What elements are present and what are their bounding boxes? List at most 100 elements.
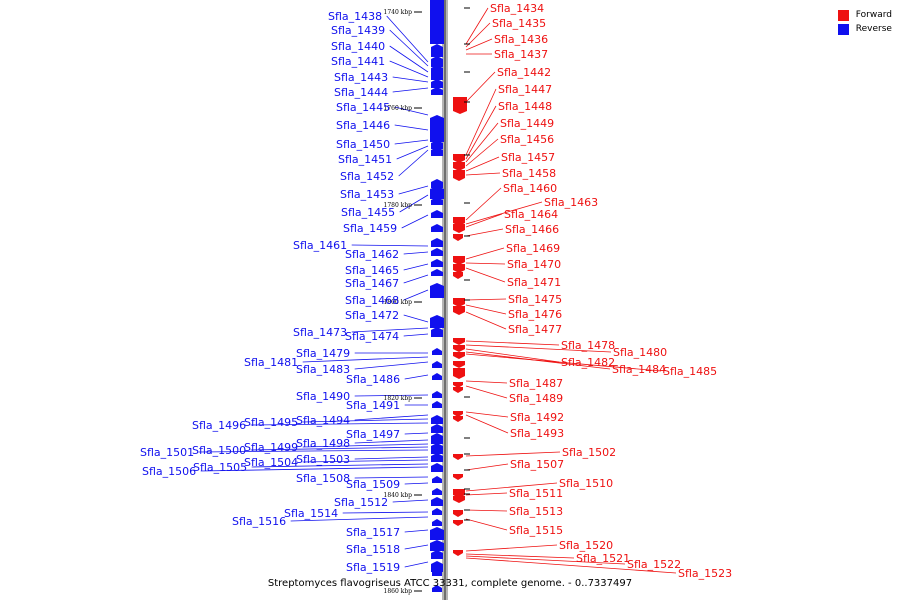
forward-gene-leader	[465, 340, 560, 346]
kbp-tick-label: 1760 kbp	[384, 105, 413, 112]
genome-caption: Streptomyces flavogriseus ATCC 33331, co…	[267, 578, 633, 589]
reverse-gene-arrowhead	[431, 147, 443, 150]
forward-gene-leader	[465, 71, 496, 103]
reverse-gene-arrowhead	[431, 87, 443, 90]
forward-gene-leader	[465, 105, 497, 160]
reverse-gene-leader	[403, 263, 429, 271]
forward-gene-arrowhead	[453, 262, 465, 265]
reverse-gene-arrowhead	[431, 224, 443, 227]
reverse-gene-label: Sfla_1444	[334, 86, 388, 99]
reverse-gene-arrowhead	[431, 56, 443, 59]
forward-gene-label: Sfla_1493	[510, 427, 564, 440]
forward-gene-leader	[465, 380, 508, 384]
forward-gene-arrowhead	[453, 276, 463, 279]
reverse-gene-feature	[432, 351, 442, 355]
reverse-gene-label: Sfla_1509	[346, 478, 400, 491]
reverse-gene-leader	[302, 459, 429, 463]
legend-label-reverse: Reverse	[855, 24, 892, 34]
reverse-gene-leader	[389, 29, 429, 67]
reverse-gene-arrowhead	[430, 115, 444, 118]
forward-gene-leader	[465, 385, 508, 399]
reverse-gene-label: Sfla_1467	[345, 277, 399, 290]
reverse-gene-feature	[430, 286, 444, 298]
reverse-gene-arrowhead	[432, 508, 442, 511]
forward-gene-arrowhead	[453, 390, 463, 393]
reverse-gene-label: Sfla_1508	[296, 472, 350, 485]
reverse-gene-feature	[431, 251, 443, 256]
reverse-gene-leader	[351, 244, 429, 247]
genome-backbone	[442, 0, 448, 600]
reverse-gene-label: Sfla_1486	[346, 373, 400, 386]
reverse-gene-feature	[432, 572, 442, 576]
reverse-gene-feature	[431, 241, 443, 247]
forward-gene-leader	[465, 353, 662, 372]
reverse-gene-leader	[404, 482, 429, 485]
reverse-gene-feature	[431, 82, 443, 88]
forward-gene-feature	[453, 272, 463, 276]
forward-gene-arrowhead	[453, 356, 465, 359]
forward-gene-label: Sfla_1513	[509, 505, 563, 518]
reverse-gene-leader	[354, 361, 429, 370]
forward-gene-leader	[465, 138, 499, 167]
reverse-gene-feature	[431, 564, 443, 572]
gene-features	[430, 0, 470, 592]
forward-gene-arrowhead	[453, 500, 465, 503]
reverse-gene-label: Sfla_1501	[140, 446, 194, 459]
forward-gene-label: Sfla_1464	[504, 208, 558, 221]
forward-gene-label: Sfla_1489	[509, 392, 563, 405]
forward-gene-label: Sfla_1502	[562, 446, 616, 459]
label-leader-lines	[198, 7, 677, 574]
reverse-gene-feature	[431, 446, 443, 454]
reverse-gene-label: Sfla_1452	[340, 170, 394, 183]
reverse-gene-leader	[354, 414, 429, 421]
forward-gene-feature	[453, 387, 463, 390]
reverse-gene-leader	[403, 251, 429, 255]
forward-gene-leader	[465, 304, 507, 315]
reverse-gene-arrowhead	[431, 327, 443, 330]
reverse-gene-feature	[431, 47, 443, 57]
forward-gene-label: Sfla_1484	[612, 363, 666, 376]
forward-gene-leader	[465, 247, 505, 260]
forward-gene-arrowhead	[453, 457, 463, 460]
reverse-gene-feature	[432, 491, 442, 495]
forward-gene-arrowhead	[453, 385, 463, 388]
forward-gene-label: Sfla_1521	[576, 552, 630, 565]
forward-gene-feature	[453, 234, 463, 238]
reverse-gene-feature	[432, 522, 442, 526]
reverse-gene-leader	[389, 60, 429, 78]
reverse-gene-feature	[430, 189, 444, 199]
reverse-gene-label: Sfla_1490	[296, 390, 350, 403]
legend-item-forward: Forward	[837, 8, 892, 22]
reverse-gene-feature	[432, 376, 442, 380]
reverse-gene-feature	[432, 394, 442, 398]
reverse-gene-arrowhead	[432, 476, 442, 479]
reverse-gene-arrowhead	[431, 463, 443, 466]
reverse-gene-feature	[431, 143, 443, 149]
forward-gene-label: Sfla_1471	[507, 276, 561, 289]
reverse-gene-leader	[354, 476, 429, 479]
forward-gene-label: Sfla_1507	[510, 458, 564, 471]
forward-gene-leader	[465, 414, 509, 434]
forward-gene-arrowhead	[453, 553, 463, 556]
kbp-tick-label: 1740 kbp	[384, 9, 413, 16]
forward-gene-feature	[453, 345, 465, 349]
forward-gene-leader	[465, 187, 502, 221]
reverse-gene-feature	[431, 74, 443, 80]
forward-gene-leader	[465, 262, 506, 265]
forward-gene-arrowhead	[453, 168, 465, 171]
reverse-gene-label: Sfla_1474	[345, 330, 399, 343]
forward-gene-label: Sfla_1478	[561, 339, 615, 352]
reverse-gene-arrowhead	[431, 179, 443, 182]
legend-label-forward: Forward	[855, 10, 892, 20]
reverse-gene-arrowhead	[431, 210, 443, 213]
reverse-gene-feature	[430, 0, 444, 44]
forward-gene-arrowhead	[453, 230, 465, 233]
reverse-gene-leader	[351, 327, 429, 333]
reverse-gene-label: Sfla_1491	[346, 399, 400, 412]
reverse-gene-arrowhead	[431, 561, 443, 564]
forward-gene-leader	[465, 228, 504, 237]
reverse-gene-label: Sfla_1439	[331, 24, 385, 37]
forward-gene-label: Sfla_1436	[494, 33, 548, 46]
reverse-gene-leader	[403, 289, 429, 301]
